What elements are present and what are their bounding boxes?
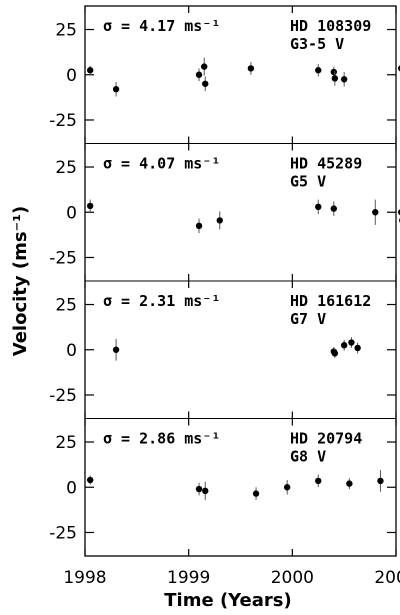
y-tick-label: -25: [49, 386, 77, 406]
data-point: [112, 346, 120, 353]
y-tick-label: 0: [66, 341, 77, 361]
spectral-type: G7 V: [290, 310, 326, 328]
data-point: [201, 63, 208, 70]
data-point: [283, 484, 291, 491]
data-point: [340, 342, 348, 349]
spectral-type: G3-5 V: [290, 35, 344, 53]
spectral-type: G8 V: [290, 448, 326, 466]
sigma-label: σ = 4.07 ms⁻¹: [103, 155, 220, 173]
x-tick-label: 1999: [167, 568, 210, 588]
sigma-label: σ = 4.17 ms⁻¹: [103, 17, 220, 35]
data-point: [195, 71, 203, 78]
data-point: [372, 209, 379, 216]
x-tick-label: 2001: [374, 568, 400, 588]
y-tick-label: 0: [66, 478, 77, 498]
star-name: HD 45289: [290, 155, 362, 173]
data-point: [202, 487, 209, 495]
data-point: [330, 205, 337, 212]
data-point: [86, 476, 94, 484]
y-tick-label: 0: [66, 66, 77, 86]
star-name: HD 161612: [290, 292, 371, 310]
x-tick-label: 2000: [271, 568, 314, 588]
data-point: [195, 222, 203, 230]
star-name: HD 108309: [290, 17, 371, 35]
sigma-label: σ = 2.31 ms⁻¹: [103, 292, 220, 310]
data-point: [195, 485, 203, 493]
data-point: [354, 344, 361, 352]
y-tick-label: 25: [55, 158, 77, 178]
y-tick-label: -25: [49, 523, 77, 543]
y-tick-label: 25: [55, 21, 77, 41]
y-axis-label: Velocity (ms⁻¹): [10, 206, 31, 356]
data-point: [202, 80, 209, 87]
data-point: [331, 350, 339, 357]
data-point: [377, 477, 384, 485]
data-point: [315, 67, 322, 74]
y-tick-label: -25: [49, 248, 77, 268]
spectral-type: G5 V: [290, 173, 326, 191]
data-point: [346, 480, 353, 487]
y-tick-label: 25: [55, 296, 77, 316]
data-point: [216, 217, 223, 224]
data-point: [112, 86, 120, 93]
data-point: [315, 477, 322, 485]
data-point: [331, 75, 339, 82]
star-name: HD 20794: [290, 430, 362, 448]
data-point: [86, 202, 94, 210]
sigma-label: σ = 2.86 ms⁻¹: [103, 430, 220, 448]
data-point: [397, 209, 400, 216]
data-point: [340, 76, 348, 83]
data-point: [397, 65, 400, 72]
data-point: [252, 490, 260, 497]
y-tick-label: 0: [66, 203, 77, 223]
y-tick-label: 25: [55, 433, 77, 453]
x-axis-label: Time (Years): [164, 590, 291, 611]
data-point: [330, 68, 337, 76]
x-tick-label: 1998: [63, 568, 106, 588]
data-point: [315, 203, 322, 211]
data-point: [247, 65, 255, 72]
y-tick-label: -25: [49, 111, 77, 131]
data-point: [348, 339, 355, 346]
data-point: [86, 67, 94, 74]
